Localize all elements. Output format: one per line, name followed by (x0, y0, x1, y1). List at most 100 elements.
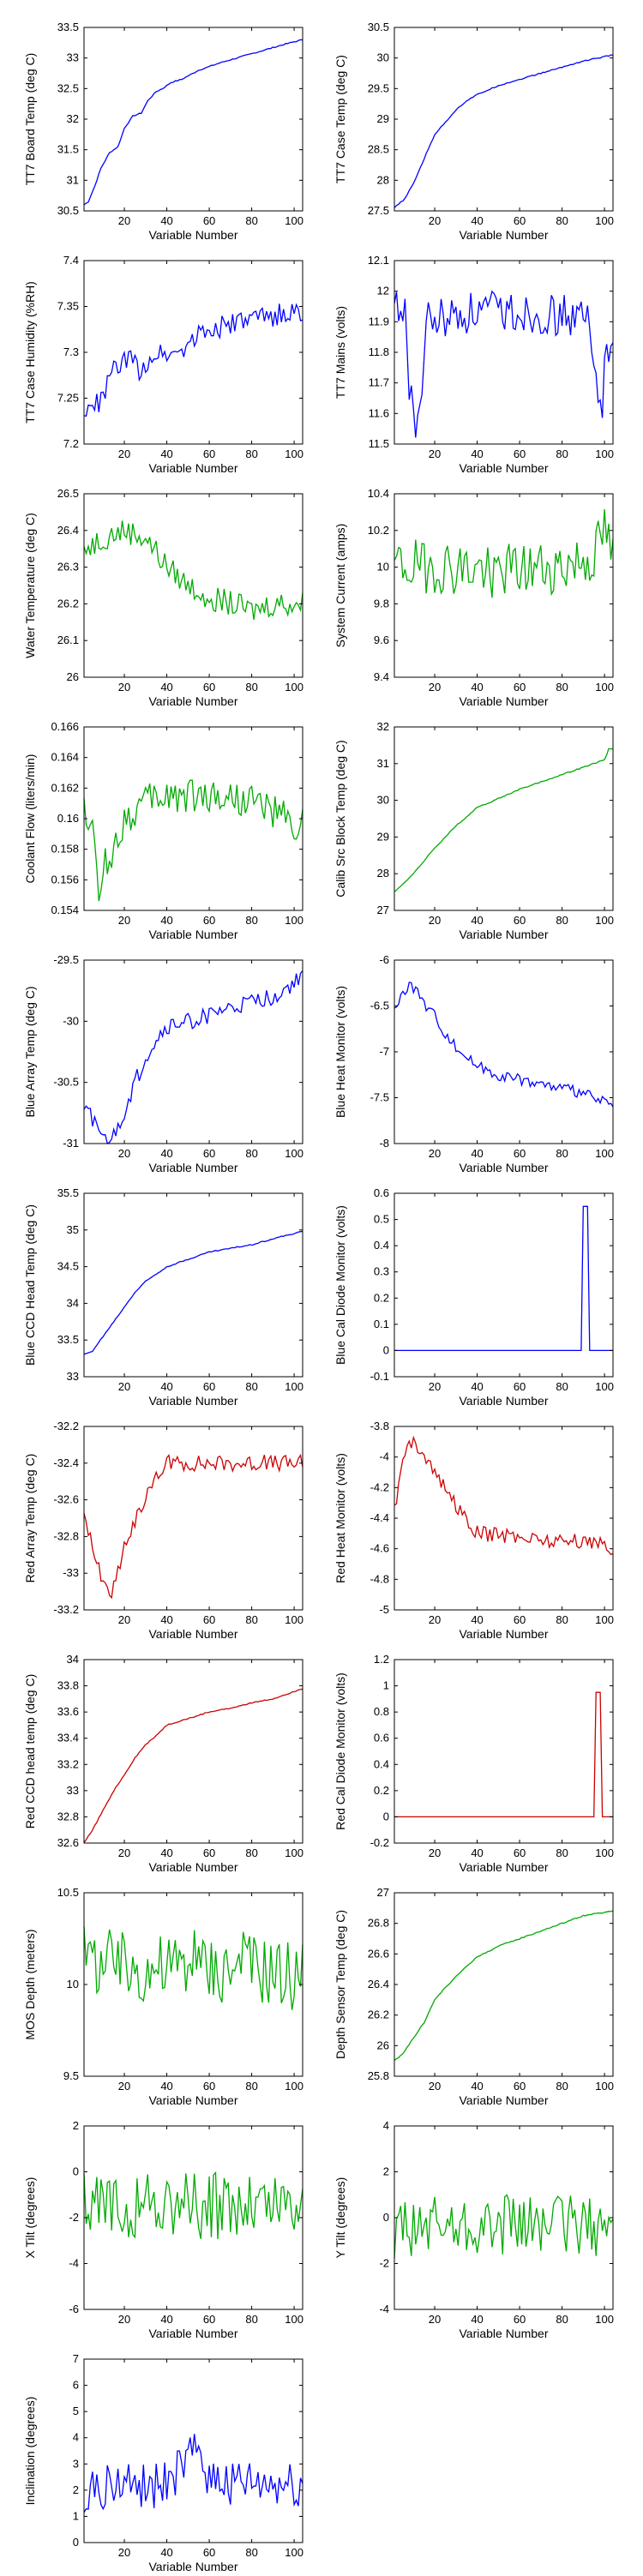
y-tick-label: 10.4 (368, 487, 389, 500)
x-tick-label: 40 (160, 1380, 172, 1393)
x-axis-label: Variable Number (148, 1627, 237, 1641)
y-axis-label: Blue Cal Diode Monitor (volts) (334, 1205, 347, 1365)
chart-panel-16: 20 40 60 80 100 -0.2 0 0.2 0.4 0.6 0.8 1 1.2 Variable… (334, 1653, 614, 1874)
x-axis-label: Variable Number (459, 928, 548, 941)
x-tick-label: 40 (160, 1846, 172, 1859)
y-tick-label: 11.9 (369, 315, 389, 327)
y-tick-label: -33.2 (53, 1603, 79, 1616)
x-tick-label: 40 (160, 214, 172, 227)
y-tick-label: 7.25 (57, 392, 79, 405)
y-axis-label: TT7 Board Temp (deg C) (23, 53, 37, 186)
y-tick-label: 12 (377, 285, 389, 297)
y-tick-label: 30 (377, 794, 389, 807)
x-tick-label: 40 (471, 1613, 483, 1626)
chart-panel-19: 20 40 60 80 100 -6 -4 -2 0 2 Variable Number X Tilt… (23, 2119, 303, 2340)
chart-panel-15: 20 40 60 80 100 32.6 32.8 33 33.2 33.4 33.6 33.8 34 V… (23, 1653, 303, 1874)
y-tick-label: 33.6 (57, 1705, 79, 1718)
x-tick-label: 20 (118, 1613, 130, 1626)
y-tick-label: 2 (73, 2119, 79, 2132)
y-tick-label: 0.4 (374, 1239, 389, 1252)
y-tick-label: -32.4 (53, 1456, 79, 1469)
x-tick-label: 60 (203, 1380, 215, 1393)
y-tick-label: 12.1 (368, 254, 389, 267)
x-tick-label: 40 (471, 214, 483, 227)
x-tick-label: 100 (595, 1147, 614, 1160)
y-tick-label: 32 (377, 720, 389, 733)
y-axis-label: Red Array Temp (deg C) (23, 1454, 37, 1583)
plot-frame (394, 493, 614, 678)
x-tick-label: 100 (285, 2313, 303, 2326)
y-tick-label: 32.5 (57, 81, 79, 94)
y-tick-label: 26.3 (57, 561, 79, 573)
y-axis-label: Depth Sensor Temp (deg C) (334, 1910, 347, 2059)
y-axis-label: Blue Heat Monitor (volts) (334, 986, 347, 1118)
chart-panel-12: 20 40 60 80 100 -0.1 0 0.1 0.2 0.3 0.4 0.5 0.6 Variab… (334, 1186, 614, 1408)
y-tick-label: -29.5 (53, 953, 79, 966)
y-axis-label: Red Heat Monitor (volts) (334, 1453, 347, 1583)
y-tick-label: 7.2 (63, 437, 79, 450)
data-series-line (83, 1453, 303, 1600)
x-tick-label: 60 (514, 214, 526, 227)
y-tick-label: 29 (377, 830, 389, 843)
chart-panel-14: 20 40 60 80 100 -5 -4.8 -4.6 -4.4 -4.2 -4 -3.8 Varia… (334, 1420, 614, 1641)
data-series-line (394, 982, 614, 1108)
data-series-line (83, 779, 303, 902)
x-tick-label: 100 (595, 1380, 614, 1393)
y-tick-label: 0.164 (51, 751, 79, 764)
y-axis-label: System Current (amps) (334, 524, 347, 648)
y-tick-label: -4.2 (370, 1480, 389, 1493)
chart-panel-6: 20 40 60 80 100 9.4 9.6 9.8 10 10.2 10.4 Variable N… (334, 487, 614, 708)
x-axis-label: Variable Number (148, 694, 237, 708)
x-tick-label: 20 (118, 681, 130, 694)
y-tick-label: 0.162 (51, 781, 79, 794)
y-tick-label: -4.6 (370, 1542, 389, 1555)
y-tick-label: 0.154 (51, 904, 79, 916)
y-axis-label: TT7 Mains (volts) (334, 306, 347, 399)
x-axis-label: Variable Number (459, 694, 548, 708)
y-tick-label: -32.6 (53, 1493, 79, 1506)
chart-panel-18: 20 40 60 80 100 25.8 26 26.2 26.4 26.6 26.8 27 Varia… (334, 1886, 614, 2107)
y-tick-label: -30 (63, 1014, 79, 1027)
x-tick-label: 100 (595, 2080, 614, 2093)
chart-panel-8: 20 40 60 80 100 27 28 29 30 31 32 Variable Number Ca… (334, 720, 614, 941)
x-tick-label: 80 (245, 914, 257, 927)
y-tick-label: 32 (67, 112, 79, 125)
x-tick-label: 100 (285, 1846, 303, 1859)
x-tick-label: 100 (285, 447, 303, 460)
y-tick-label: 34 (67, 1653, 79, 1666)
data-series-line (394, 54, 614, 208)
x-tick-label: 20 (118, 447, 130, 460)
x-axis-label: Variable Number (148, 1860, 237, 1874)
x-tick-label: 100 (595, 914, 614, 927)
x-tick-label: 20 (118, 1380, 130, 1393)
x-tick-label: 100 (595, 681, 614, 694)
x-tick-label: 40 (160, 2546, 172, 2559)
y-axis-label: TT7 Case Humidity (%RH) (23, 281, 37, 423)
x-axis-label: Variable Number (148, 228, 237, 242)
y-tick-label: 0 (73, 2165, 79, 2178)
y-tick-label: -2 (379, 2257, 389, 2270)
y-tick-label: -4 (379, 1450, 389, 1463)
x-tick-label: 40 (160, 1613, 172, 1626)
x-tick-label: 60 (514, 2313, 526, 2326)
x-tick-label: 60 (514, 1846, 526, 1859)
y-tick-label: 4 (383, 2119, 389, 2132)
x-tick-label: 60 (514, 1380, 526, 1393)
y-tick-label: 0 (383, 2211, 389, 2224)
y-tick-label: 30 (377, 51, 389, 64)
x-tick-label: 80 (556, 1380, 568, 1393)
data-series-line (394, 1435, 614, 1556)
x-tick-label: 80 (245, 2313, 257, 2326)
plot-frame (83, 260, 303, 445)
y-tick-label: -4.8 (370, 1572, 389, 1585)
x-tick-label: 40 (160, 914, 172, 927)
y-tick-label: 27 (377, 904, 389, 916)
plot-frame (83, 27, 303, 212)
chart-panel-10: 20 40 60 80 100 -8 -7.5 -7 -6.5 -6 Variable Number… (334, 953, 614, 1174)
x-tick-label: 20 (429, 447, 441, 460)
x-tick-label: 40 (471, 681, 483, 694)
y-tick-label: 35.5 (57, 1186, 79, 1199)
x-tick-label: 20 (429, 2313, 441, 2326)
x-tick-label: 20 (429, 1613, 441, 1626)
